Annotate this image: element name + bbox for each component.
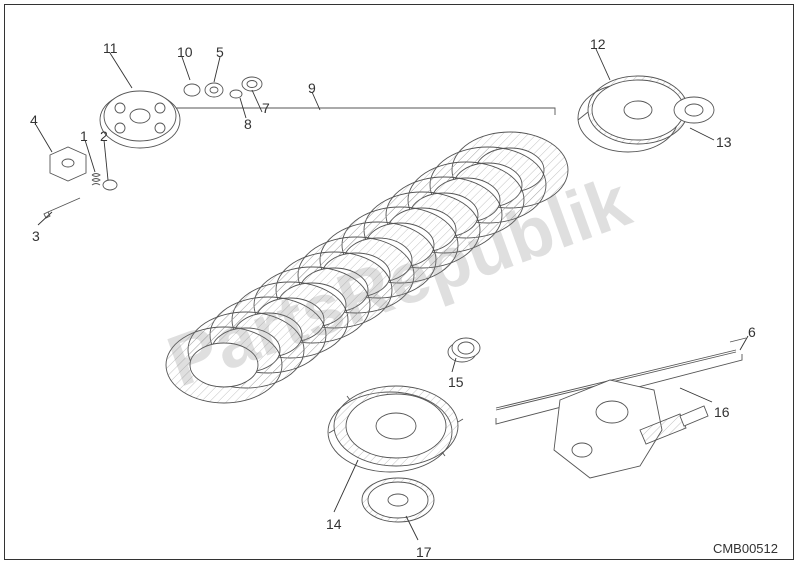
- clutch-basket: [328, 386, 463, 472]
- diagram-container: PartsRepublik CMB00512 12345678910111213…: [0, 0, 798, 564]
- callout-2: 2: [100, 128, 108, 144]
- callout-8: 8: [244, 116, 252, 132]
- callout-11: 11: [103, 40, 118, 56]
- small-parts-top: [184, 77, 262, 98]
- callout-3: 3: [32, 228, 40, 244]
- exploded-view-svg: [0, 0, 798, 564]
- callout-4: 4: [30, 112, 38, 128]
- gear-17: [362, 478, 434, 522]
- clutch-plate-stack: [166, 108, 568, 403]
- callout-10: 10: [177, 44, 193, 60]
- callout-16: 16: [714, 404, 730, 420]
- pressure-plate: [100, 91, 180, 148]
- left-small-parts: [44, 147, 117, 218]
- shaft-housing: [554, 380, 708, 478]
- callout-15: 15: [448, 374, 464, 390]
- callout-9: 9: [308, 80, 316, 96]
- bushing-15: [448, 338, 480, 362]
- callout-7: 7: [262, 100, 270, 116]
- callout-5: 5: [216, 44, 224, 60]
- callout-1: 1: [80, 128, 88, 144]
- washer-13: [674, 97, 714, 123]
- callout-6: 6: [748, 324, 756, 340]
- diagram-code: CMB00512: [713, 541, 778, 556]
- callout-14: 14: [326, 516, 342, 532]
- callout-17: 17: [416, 544, 432, 560]
- callout-13: 13: [716, 134, 732, 150]
- callout-12: 12: [590, 36, 606, 52]
